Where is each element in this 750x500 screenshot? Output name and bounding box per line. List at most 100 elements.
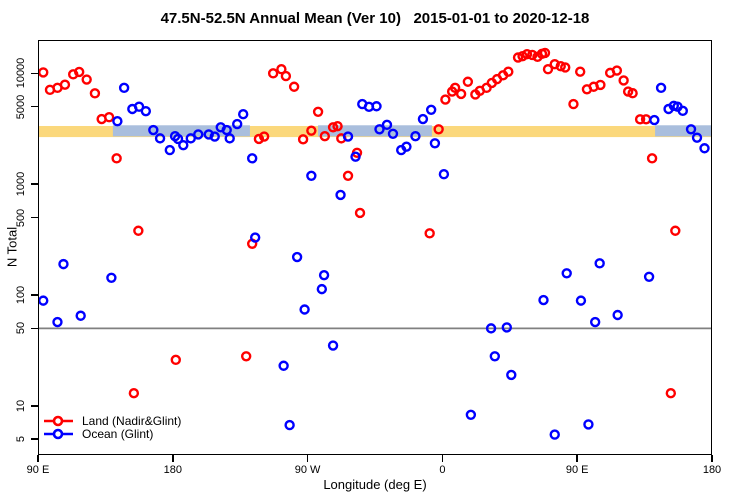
y-axis-tick-label: 1000 [15,171,27,197]
land-point [568,98,579,110]
y-axis-tick [31,405,38,407]
land-point [170,354,181,366]
x-axis-tick-label: 180 [702,464,722,476]
ocean-point [291,251,303,263]
legend: Land (Nadir&Glint) Ocean (Glint) [42,414,181,441]
land-point [611,65,623,76]
land-point [462,76,474,87]
ocean-point [374,124,385,135]
ocean-point [133,101,145,112]
land-point [89,88,101,99]
ocean-point [140,105,152,117]
land-point [646,153,658,164]
ocean-point [417,113,429,125]
land-point [81,74,92,85]
ocean-point [342,131,354,142]
land-point [627,88,638,99]
land-point [542,64,554,75]
ocean-legend-marker-icon [44,428,73,439]
ocean-point [38,295,49,306]
ocean-point [172,133,184,145]
land-point [521,48,533,60]
ocean-point [106,272,117,283]
ocean-point [148,124,159,136]
land-point [549,58,560,70]
land-point [665,388,677,399]
y-axis-tick [31,216,38,219]
ocean-point [278,360,289,371]
land-point [455,88,467,100]
ocean-point [583,419,594,430]
y-axis-tick-label: 5 [15,436,27,443]
land-point [38,67,49,78]
y-axis-tick [31,105,38,108]
ocean-point [485,323,497,334]
ocean-point [401,141,412,152]
ocean-point [335,189,346,201]
land-point [133,225,144,236]
land-point [555,61,566,72]
land-point [354,207,366,219]
ocean-point [549,429,560,440]
y-axis-tick [31,438,38,440]
ocean-point [425,104,437,116]
ocean-point [381,119,393,131]
x-axis-title: Longitude (deg E) [323,477,427,492]
ocean-point [249,232,261,243]
y-axis-tick [31,294,38,296]
land-point [103,112,115,123]
ocean-point [538,294,549,306]
ocean-point [691,132,703,143]
y-axis-tick-label: 10000 [15,58,27,89]
y-axis-tick-label: 500 [15,208,27,227]
ocean-point [575,295,587,306]
legend-item-ocean: Ocean (Glint) [42,427,181,441]
ocean-point [284,419,295,431]
ocean-point [501,322,513,333]
ocean-point [316,283,328,295]
land-point [503,66,514,77]
ocean-point [327,340,339,351]
ocean-point [371,101,382,112]
ocean-point [221,124,232,136]
land-point [595,79,606,91]
land-point [618,75,629,86]
ocean-mean-band-segment [112,125,250,137]
y-axis-tick-label: 10 [15,399,27,412]
land-point [319,131,331,142]
x-axis-tick [172,455,174,462]
land-point [258,131,270,142]
land-point [288,81,300,92]
x-axis-tick [576,455,578,462]
land-point [73,66,85,78]
ocean-point [178,139,189,151]
ocean-point [699,143,710,154]
land-point [433,124,444,135]
land-point [332,120,343,132]
ocean-point [589,316,601,328]
x-axis-tick [711,455,713,462]
chart-title: 47.5N-52.5N Annual Mean (Ver 10) 2015-01… [160,10,590,27]
ocean-point [112,116,123,127]
land-point [539,47,551,59]
ocean-point [506,369,517,381]
y-axis-tick [31,72,38,75]
ocean-point [350,151,361,162]
x-axis-tick-label: 0 [439,464,446,476]
ocean-point [52,316,63,328]
ocean-point [185,133,196,144]
x-axis-tick-label: 90 E [26,464,50,476]
ocean-point [465,409,477,420]
land-point [253,133,265,145]
ocean-point [318,269,330,281]
land-point [527,49,538,61]
y-axis-tick [31,183,38,185]
ocean-point [224,133,235,144]
ocean-point [118,82,130,94]
ocean-point [299,304,310,315]
land-point [306,125,317,136]
ocean-point [561,268,572,279]
land-legend-marker-icon [44,415,73,426]
ocean-point [164,144,176,156]
ocean-point [209,131,220,142]
